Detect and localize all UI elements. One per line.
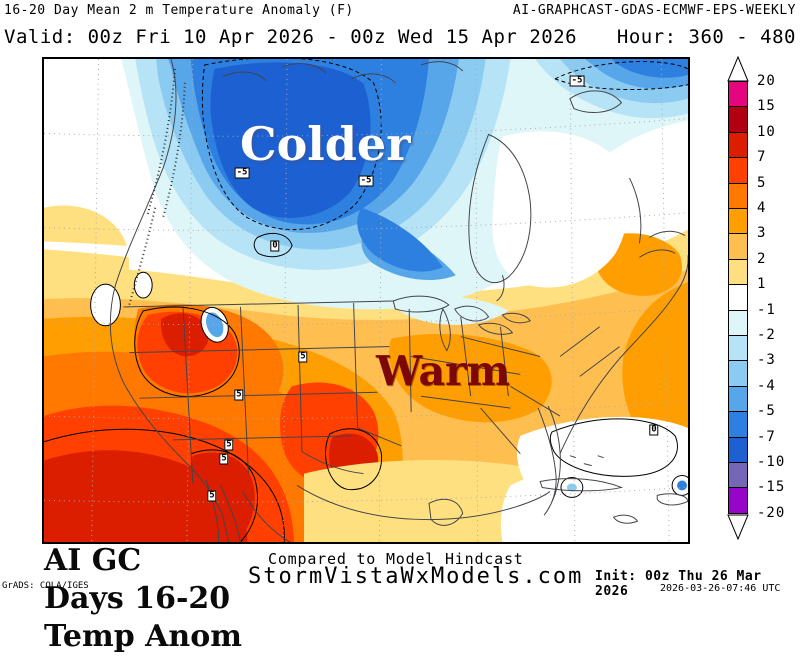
colorbar-tick-label: -15 xyxy=(757,479,786,496)
colorbar-segment xyxy=(728,487,748,514)
colorbar-segment xyxy=(728,157,748,184)
compare-note: Compared to Model Hindcast xyxy=(268,550,524,568)
colorbar-segment xyxy=(728,335,748,362)
colorbar-segment xyxy=(728,360,748,387)
contour-value-label: -5 xyxy=(569,75,585,87)
colorbar-tick-label: -7 xyxy=(757,428,776,445)
contour-value-label: -5 xyxy=(234,167,250,179)
colorbar-segment xyxy=(728,284,748,311)
creation-timestamp: 2026-03-26-07:46 UTC xyxy=(660,583,781,594)
colorbar-segment xyxy=(728,131,748,159)
contour-value-label: -5 xyxy=(358,175,374,187)
model-name: AI-GRAPHCAST-GDAS-ECMWF-EPS-WEEKLY xyxy=(512,3,796,18)
hour-range: Hour: 360 - 480 xyxy=(616,26,796,48)
colorbar-segment xyxy=(728,208,748,235)
colorbar-segment xyxy=(728,385,748,413)
colorbar-tick-label: 20 xyxy=(757,73,776,89)
colorbar-tick-label: 1 xyxy=(757,276,767,293)
colorbar-top-arrow xyxy=(727,56,749,82)
colorbar-tick-label: 4 xyxy=(757,200,767,216)
contour-value-label: 5 xyxy=(219,453,229,465)
colorbar-tick-label: 3 xyxy=(757,225,767,242)
colorbar-tick-label: 15 xyxy=(757,98,776,115)
valid-range: Valid: 00z Fri 10 Apr 2026 - 00z Wed 15 … xyxy=(4,26,578,48)
colorbar-tick-label: 10 xyxy=(757,123,776,140)
map-graphic xyxy=(44,59,688,542)
contour-value-label: 5 xyxy=(234,389,244,401)
colorbar-tick-label: 7 xyxy=(757,149,767,166)
contour-value-label: 0 xyxy=(649,424,659,436)
colorbar-segment xyxy=(728,309,748,336)
colorbar-tick-label: -4 xyxy=(757,377,776,394)
site-name: StormVistaWxModels.com xyxy=(248,564,584,589)
overlay-line-3: Temp Anom xyxy=(44,619,242,654)
anomaly-map: Colder Warm AI GC Days 16-20 Temp Anom -… xyxy=(42,57,690,654)
colorbar-bottom-arrow xyxy=(727,514,749,540)
product-title: 16-20 Day Mean 2 m Temperature Anomaly (… xyxy=(4,3,354,18)
colorbar-segment xyxy=(728,233,748,260)
colorbar-segment xyxy=(728,258,748,286)
colorbar-tick-label: -10 xyxy=(757,454,786,470)
colorbar-tick-label: 2 xyxy=(757,250,767,267)
contour-value-label: 5 xyxy=(298,351,308,363)
colorbar-segment xyxy=(728,182,748,209)
contour-value-label: 5 xyxy=(207,490,217,502)
contour-value-label: 0 xyxy=(270,240,280,252)
colorbar-segment xyxy=(728,81,748,108)
colorbar-segment xyxy=(728,411,748,438)
colorbar-segment xyxy=(728,106,748,133)
colorbar-tick-label: 5 xyxy=(757,174,767,191)
colorbar-tick-label: -20 xyxy=(757,504,786,521)
colorbar-segment xyxy=(728,462,748,489)
colorbar: 20 15 10 7 5 4 3 2 1 -1 -2 -3 -4 -5 -7 -10 -15 -20 xyxy=(727,56,801,568)
grads-credit: GrADS: COLA/IGES xyxy=(2,581,89,591)
colorbar-segment xyxy=(728,436,748,463)
overlay-line-1: AI GC xyxy=(44,543,142,578)
contour-value-label: 5 xyxy=(224,439,234,451)
warm-label: Warm xyxy=(376,347,511,395)
colorbar-tick-label: -3 xyxy=(757,352,776,369)
colder-label: Colder xyxy=(240,117,411,171)
colorbar-tick-label: -1 xyxy=(757,301,776,318)
colorbar-tick-label: -2 xyxy=(757,327,776,343)
colorbar-tick-label: -5 xyxy=(757,403,776,420)
